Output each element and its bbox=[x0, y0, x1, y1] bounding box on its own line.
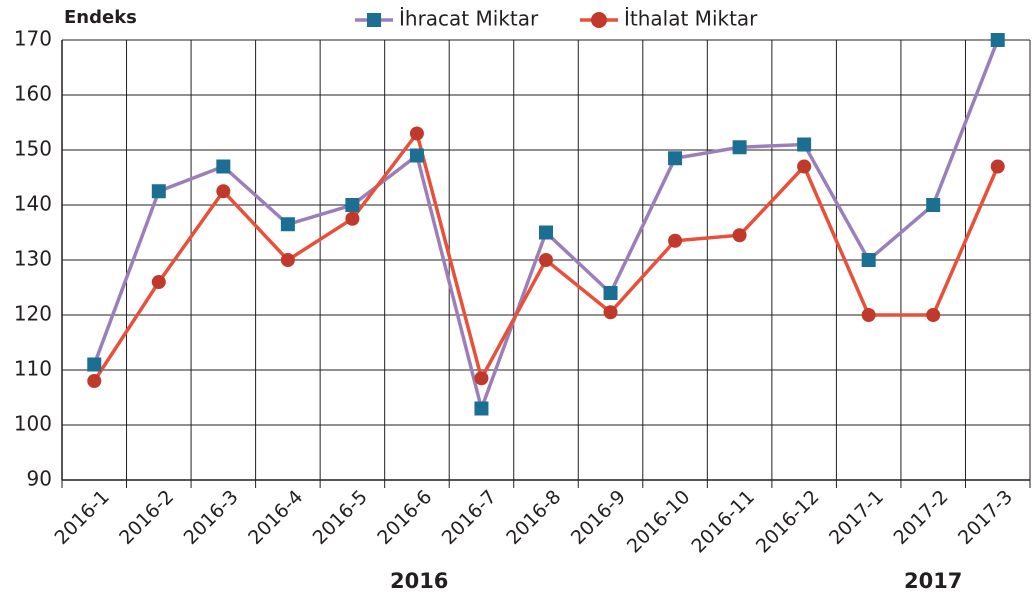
marker bbox=[345, 211, 360, 226]
marker bbox=[474, 401, 489, 416]
marker bbox=[539, 225, 553, 240]
marker bbox=[990, 159, 1005, 174]
legend-marker bbox=[367, 13, 381, 27]
y-tick-label: 110 bbox=[14, 357, 52, 381]
marker bbox=[409, 126, 424, 141]
y-tick-label: 120 bbox=[14, 302, 52, 326]
x-tick-label: 2016-11 bbox=[687, 486, 759, 558]
marker bbox=[668, 233, 683, 248]
marker bbox=[409, 148, 424, 163]
marker bbox=[345, 198, 360, 212]
marker bbox=[539, 253, 553, 267]
marker bbox=[861, 253, 876, 267]
marker bbox=[151, 275, 166, 289]
x-group-label: 2016 bbox=[390, 569, 448, 593]
marker bbox=[216, 159, 231, 174]
x-tick-label: 2017-3 bbox=[954, 486, 1017, 549]
x-tick-label: 2016-8 bbox=[502, 486, 565, 549]
marker bbox=[280, 253, 295, 267]
marker bbox=[668, 151, 683, 166]
y-tick-label: 170 bbox=[14, 27, 52, 51]
marker bbox=[990, 33, 1005, 47]
marker bbox=[216, 184, 231, 199]
x-tick-label: 2016-6 bbox=[373, 486, 436, 549]
marker bbox=[603, 305, 618, 320]
y-tick-label: 100 bbox=[14, 412, 52, 436]
marker bbox=[732, 228, 747, 243]
legend-marker bbox=[591, 12, 607, 28]
x-tick-label: 2017-1 bbox=[825, 486, 888, 549]
y-tick-label: 140 bbox=[14, 192, 52, 216]
marker bbox=[280, 217, 295, 232]
x-tick-label: 2016-10 bbox=[623, 486, 695, 558]
marker bbox=[603, 286, 618, 300]
x-tick-label: 2017-2 bbox=[889, 486, 952, 549]
marker bbox=[474, 371, 489, 386]
y-tick-label: 160 bbox=[14, 82, 52, 106]
x-tick-label: 2016-7 bbox=[438, 486, 501, 549]
x-tick-label: 2016-1 bbox=[51, 486, 114, 549]
x-tick-label: 2016-12 bbox=[752, 486, 824, 558]
marker bbox=[87, 357, 102, 372]
marker bbox=[926, 308, 941, 322]
marker bbox=[797, 159, 812, 174]
marker bbox=[861, 308, 876, 322]
marker bbox=[87, 374, 102, 388]
marker bbox=[151, 184, 166, 199]
legend-label: İhracat Miktar bbox=[399, 7, 539, 31]
x-group-label: 2017 bbox=[904, 569, 962, 593]
y-tick-label: 130 bbox=[14, 247, 52, 271]
x-tick-label: 2016-3 bbox=[180, 486, 243, 549]
marker bbox=[926, 198, 941, 212]
x-tick-label: 2016-2 bbox=[115, 486, 178, 549]
x-tick-label: 2016-9 bbox=[567, 486, 630, 549]
x-tick-label: 2016-4 bbox=[244, 486, 307, 549]
legend-label: İthalat Miktar bbox=[624, 7, 758, 31]
y-axis-label: Endeks bbox=[64, 7, 137, 28]
y-tick-label: 90 bbox=[27, 467, 52, 491]
x-tick-label: 2016-5 bbox=[309, 486, 372, 549]
y-tick-label: 150 bbox=[14, 137, 52, 161]
marker bbox=[797, 137, 812, 152]
marker bbox=[732, 140, 747, 155]
